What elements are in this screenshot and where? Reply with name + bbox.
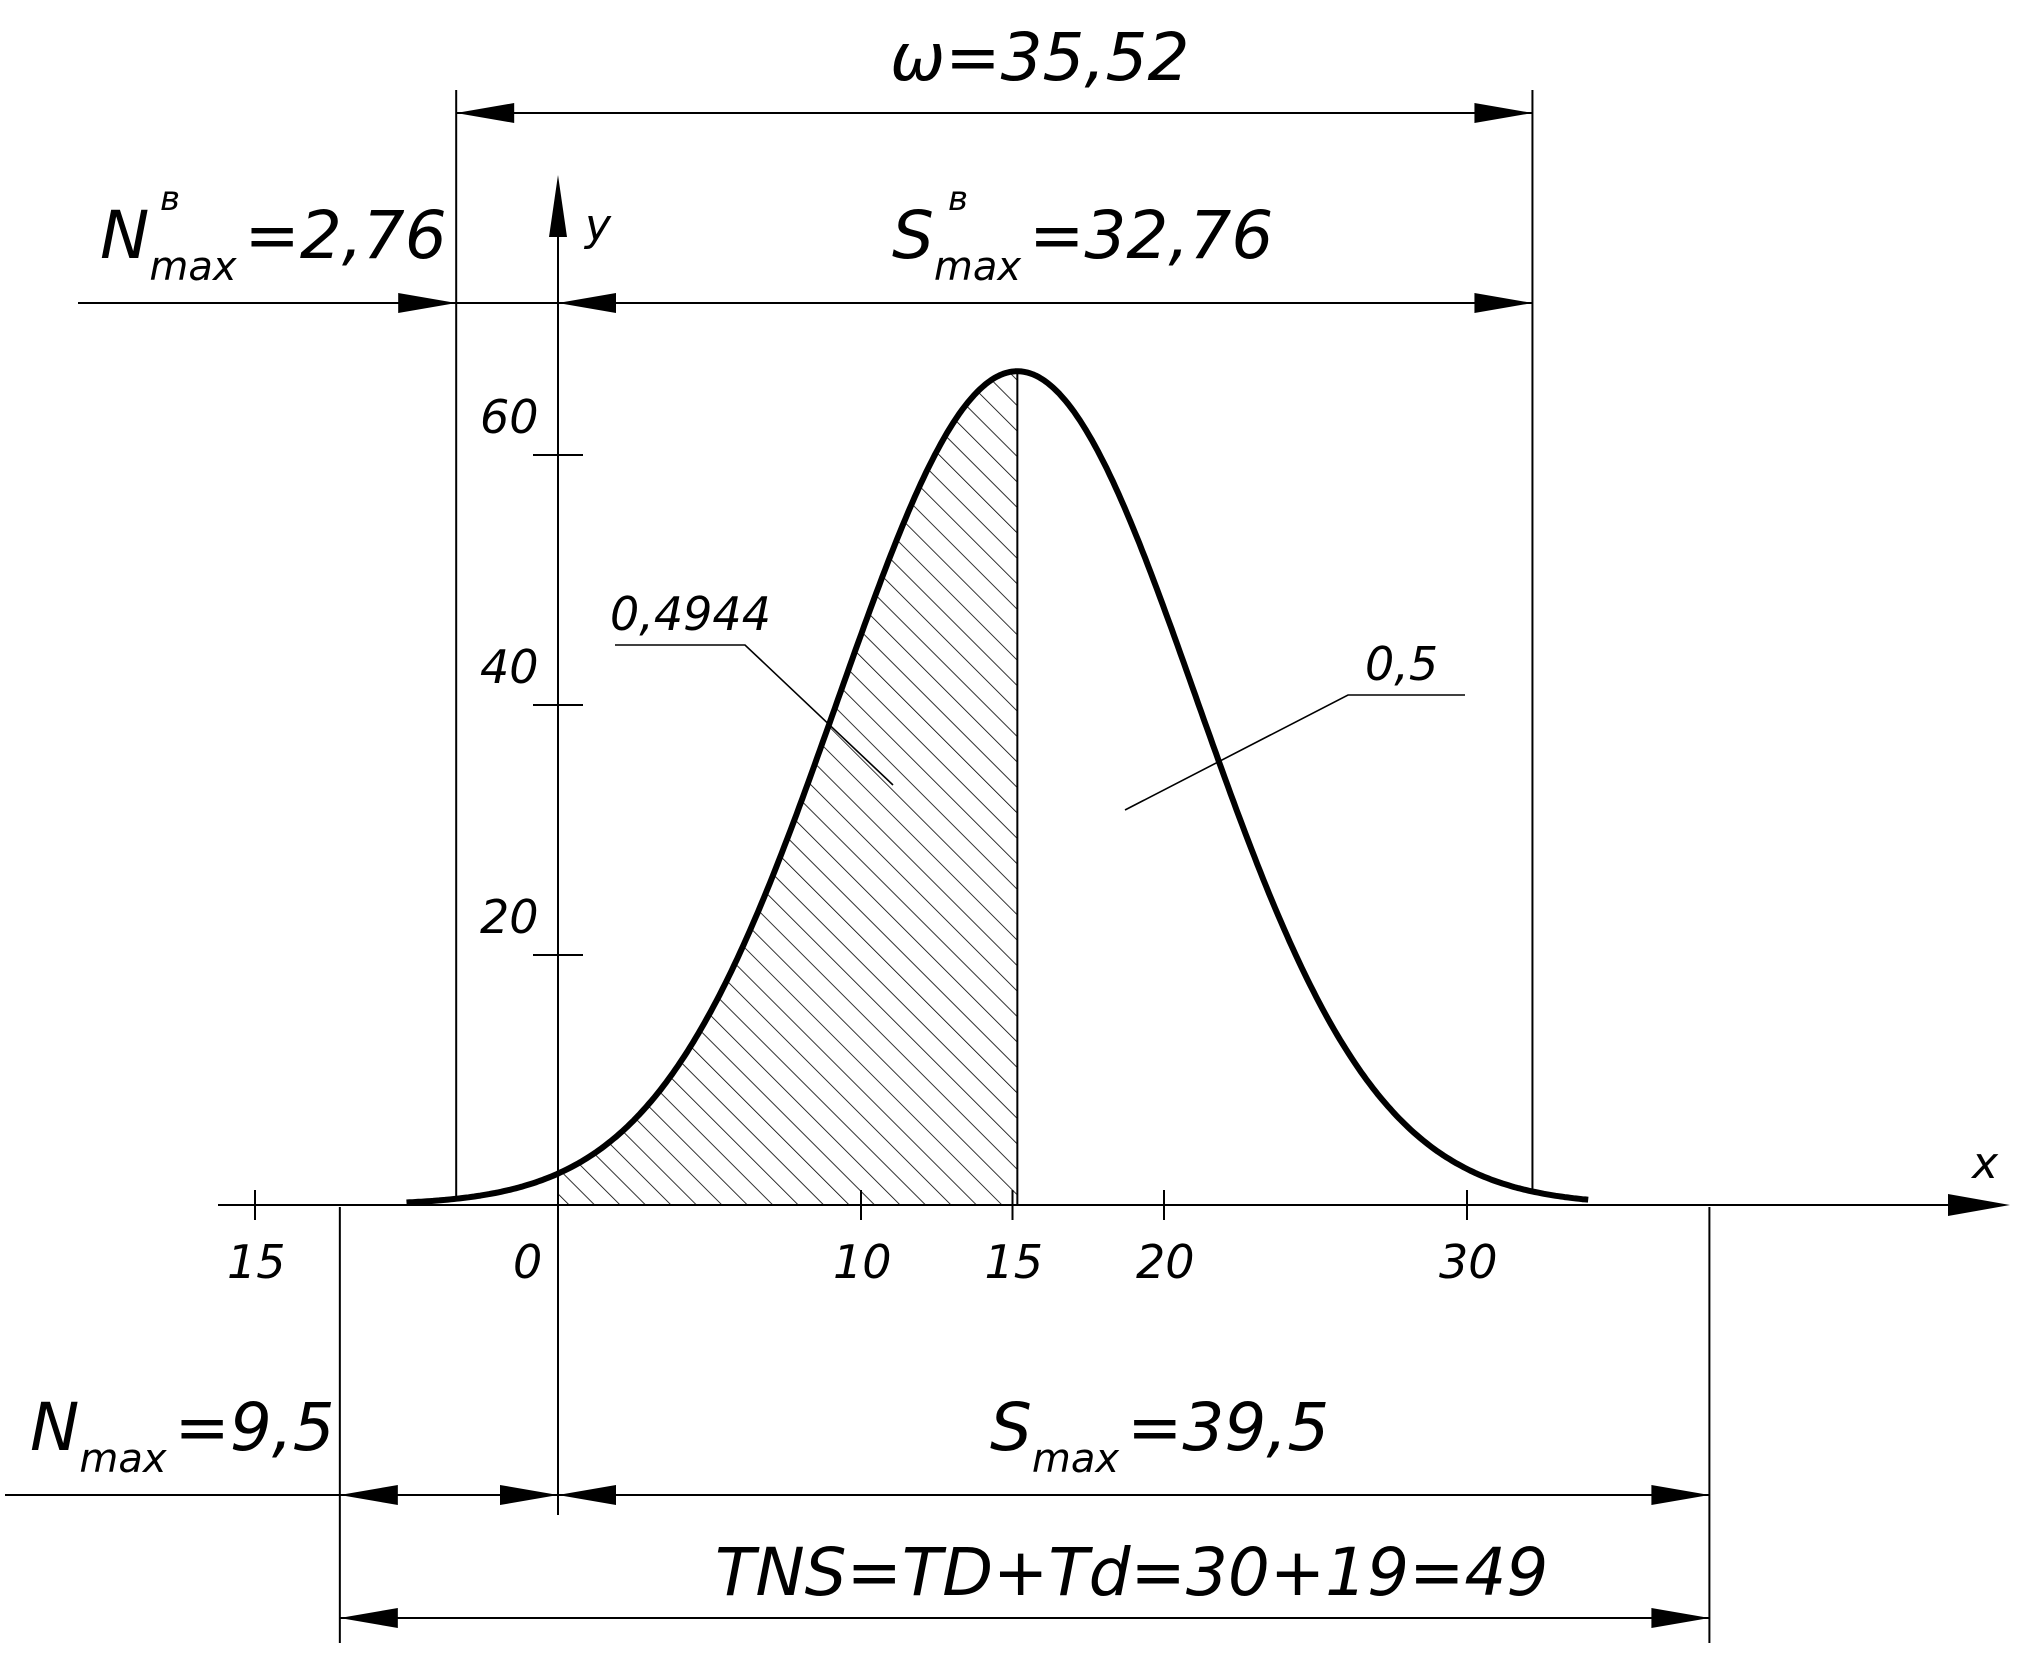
x-tick-label-4: 20 (1136, 1235, 1195, 1289)
y-axis-label: y (583, 200, 612, 251)
n-max-arrow-left (339, 1485, 398, 1505)
leader-line-hatched (615, 644, 894, 786)
x-axis-label: x (1970, 1138, 1999, 1189)
s-max-v-sub: max (934, 244, 1021, 290)
hatched-probability-area (558, 371, 1018, 1205)
s-max-v-base: S (892, 197, 934, 274)
x-tick-label-1: 0 (513, 1235, 542, 1289)
right-area-label: 0,5 (1365, 637, 1438, 691)
x-tick-group: 15 0 10 15 20 30 (227, 1190, 1498, 1289)
s-max-value: =39,5 (1127, 1389, 1329, 1466)
n-max-v-sub: max (149, 244, 236, 290)
leader-line-right (1124, 694, 1465, 811)
tns-arrow-left (339, 1608, 398, 1628)
omega-arrow-left (456, 103, 515, 123)
omega-dimension-text: ω=35,52 (890, 19, 1190, 96)
s-max-dimension-text: Smax =39,5 (990, 1389, 1329, 1482)
n-max-v-arrow (398, 293, 457, 313)
n-max-v-value: =2,76 (245, 197, 447, 274)
n-max-value: =9,5 (175, 1389, 335, 1466)
tns-dimension-text: TNS=TD+Td=30+19=49 (715, 1534, 1548, 1611)
s-max-v-superscript: в (948, 179, 968, 219)
y-tick-label-1: 40 (480, 640, 539, 694)
s-max-v-dimension-text: Smax =32,76 (892, 197, 1273, 290)
hatched-area-label: 0,4944 (610, 587, 771, 641)
tns-arrow-right (1651, 1608, 1710, 1628)
y-axis-arrowhead (549, 175, 567, 237)
n-max-arrow-right (500, 1485, 558, 1505)
s-max-arrow-right (1651, 1485, 1710, 1505)
n-max-dimension-text: Nmax =9,5 (30, 1389, 335, 1482)
n-max-sub: max (79, 1436, 166, 1482)
x-axis-arrowhead (1948, 1194, 2010, 1216)
n-max-v-base: N (100, 197, 149, 274)
dimension-lines (5, 103, 1710, 1628)
omega-arrow-right (1474, 103, 1533, 123)
s-max-v-value: =32,76 (1029, 197, 1273, 274)
n-max-v-superscript: в (160, 179, 180, 219)
n-max-v-dimension-text: Nmax =2,76 (100, 197, 447, 290)
s-max-arrow-left (558, 1485, 616, 1505)
distribution-curve (406, 368, 1589, 1206)
s-max-v-arrow-left (558, 293, 616, 313)
x-tick-label-3: 15 (985, 1235, 1044, 1289)
s-max-sub: max (1032, 1436, 1119, 1482)
x-tick-label-2: 10 (833, 1235, 892, 1289)
y-tick-group: 20 40 60 (480, 390, 583, 956)
y-tick-label-0: 20 (480, 890, 539, 944)
x-tick-label-5: 30 (1439, 1235, 1498, 1289)
s-max-v-arrow-right (1474, 293, 1533, 313)
x-tick-label-0: 15 (227, 1235, 286, 1289)
n-max-base: N (30, 1389, 79, 1466)
s-max-base: S (990, 1389, 1032, 1466)
extension-lines (338, 90, 1711, 1643)
y-tick-label-2: 60 (480, 390, 539, 444)
